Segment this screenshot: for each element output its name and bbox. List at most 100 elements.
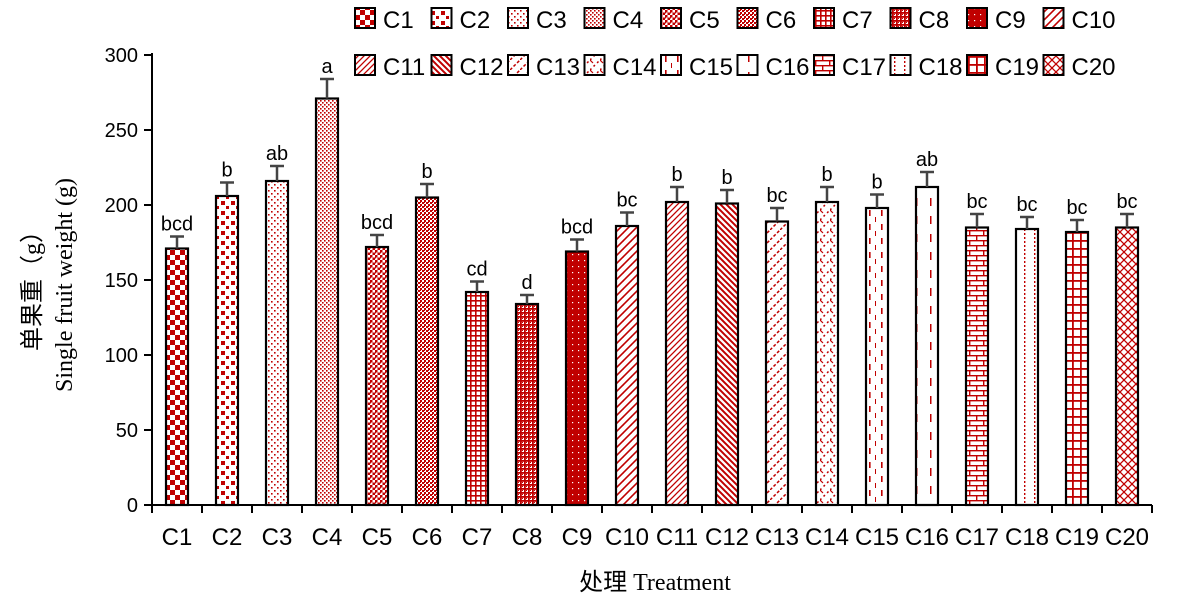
bar-group-c19: bc xyxy=(1064,197,1090,507)
legend-item-c6: C6 xyxy=(736,7,797,34)
x-tick-label: C7 xyxy=(462,524,493,551)
bar-group-c13: bc xyxy=(764,185,790,507)
x-tick-label: C13 xyxy=(755,524,799,551)
x-tick-label: C14 xyxy=(805,524,849,551)
legend-label: C8 xyxy=(919,7,950,34)
significance-label: b xyxy=(221,160,232,182)
legend-item-c10: C10 xyxy=(1042,7,1116,34)
legend-label: C6 xyxy=(766,7,797,34)
legend-label: C12 xyxy=(460,54,504,81)
x-axis: C1 C2 C3 C4 C5 C6 C7 C8 C9 C10 C11 C12 C13 C14 C15 C16 C… xyxy=(151,504,1153,551)
bar-group-c16: ab xyxy=(914,149,940,507)
bar-c5 xyxy=(364,245,390,507)
legend-label: C3 xyxy=(536,7,567,34)
legend-label: C5 xyxy=(689,7,720,34)
legend-item-c12: C12 xyxy=(430,54,504,81)
bar-group-c1: bcd xyxy=(161,214,193,507)
bar-group-c7: cd xyxy=(464,259,490,507)
bar-group-c8: d xyxy=(514,272,540,507)
significance-label: bc xyxy=(766,185,787,207)
bar-c1 xyxy=(164,247,190,507)
bar-c3 xyxy=(264,179,290,507)
legend-swatch xyxy=(583,54,606,76)
bar-group-c18: bc xyxy=(1014,194,1040,507)
legend-label: C13 xyxy=(536,54,580,81)
legend-item-c15: C15 xyxy=(660,54,733,81)
bar-c16 xyxy=(914,185,940,507)
x-tick-label: C1 xyxy=(162,524,193,551)
significance-label: cd xyxy=(466,259,487,281)
significance-label: bcd xyxy=(161,214,193,236)
legend-item-c8: C8 xyxy=(889,7,950,34)
bar-c18 xyxy=(1014,227,1040,507)
bar-c11 xyxy=(664,200,690,507)
y-tick-label: 250 xyxy=(105,120,138,142)
legend-swatch xyxy=(813,54,835,76)
bar-group-c9: bcd xyxy=(561,217,593,507)
x-tick-label: C19 xyxy=(1055,524,1099,551)
legend-item-c5: C5 xyxy=(660,7,720,34)
legend-swatch xyxy=(583,7,606,29)
bar-c6 xyxy=(414,196,440,507)
bar-group-c10: bc xyxy=(614,190,640,507)
x-tick-label: C20 xyxy=(1105,524,1149,551)
significance-label: a xyxy=(321,56,333,78)
legend-item-c3: C3 xyxy=(507,7,567,34)
bar-c14 xyxy=(814,200,840,507)
legend-label: C7 xyxy=(842,7,873,34)
legend-swatch xyxy=(736,7,759,29)
significance-label: ab xyxy=(266,143,288,165)
legend-item-c4: C4 xyxy=(583,7,643,34)
bar-group-c3: ab xyxy=(264,143,290,507)
legend-swatch xyxy=(430,54,453,76)
legend-swatch xyxy=(736,54,759,76)
bar-group-c11: b xyxy=(664,164,690,507)
significance-label: bc xyxy=(1066,197,1087,219)
y-axis: 0 50 100 150 200 250 300 xyxy=(105,45,153,517)
bar-group-c6: b xyxy=(414,161,440,507)
legend-label: C18 xyxy=(919,54,963,81)
significance-label: b xyxy=(821,164,832,186)
legend-item-c9: C9 xyxy=(966,7,1026,34)
x-tick-label: C6 xyxy=(412,524,443,551)
significance-label: b xyxy=(721,167,732,189)
legend-item-c13: C13 xyxy=(507,54,580,81)
y-tick-label: 100 xyxy=(105,345,138,367)
legend-label: C9 xyxy=(995,7,1026,34)
y-axis-title-cn: 单果重（g） xyxy=(19,219,46,351)
legend-swatch xyxy=(966,7,988,29)
legend-swatch xyxy=(507,7,529,29)
bar-group-c4: a xyxy=(314,56,340,507)
legend-label: C16 xyxy=(766,54,810,81)
bar-c2 xyxy=(214,194,240,507)
bar-c7 xyxy=(464,290,490,507)
significance-label: ab xyxy=(916,149,938,171)
x-tick-label: C10 xyxy=(605,524,649,551)
x-tick-label: C12 xyxy=(705,524,749,551)
legend-swatch xyxy=(889,54,912,76)
legend-item-c11: C11 xyxy=(354,54,425,81)
legend-label: C17 xyxy=(842,54,886,81)
legend-label: C2 xyxy=(460,7,491,34)
bar-group-c20: bc xyxy=(1114,191,1140,507)
legend-swatch xyxy=(430,7,453,29)
x-tick-label: C16 xyxy=(905,524,949,551)
y-tick-label: 200 xyxy=(105,195,138,217)
x-tick-label: C3 xyxy=(262,524,293,551)
bar-group-c14: b xyxy=(814,164,840,507)
significance-label: bcd xyxy=(561,217,593,239)
legend-swatch xyxy=(660,54,682,76)
x-tick-label: C4 xyxy=(312,524,343,551)
significance-label: bc xyxy=(616,190,637,212)
legend-item-c1: C1 xyxy=(354,7,414,34)
significance-label: b xyxy=(671,164,682,186)
legend-item-c20: C20 xyxy=(1042,54,1116,81)
legend-swatch xyxy=(966,54,988,76)
significance-label: b xyxy=(421,161,432,183)
legend-label: C20 xyxy=(1072,54,1116,81)
bar-group-c17: bc xyxy=(964,191,990,507)
bar-c12 xyxy=(714,202,740,507)
legend-swatch xyxy=(813,7,835,29)
x-tick-label: C5 xyxy=(362,524,393,551)
significance-label: b xyxy=(871,172,882,194)
